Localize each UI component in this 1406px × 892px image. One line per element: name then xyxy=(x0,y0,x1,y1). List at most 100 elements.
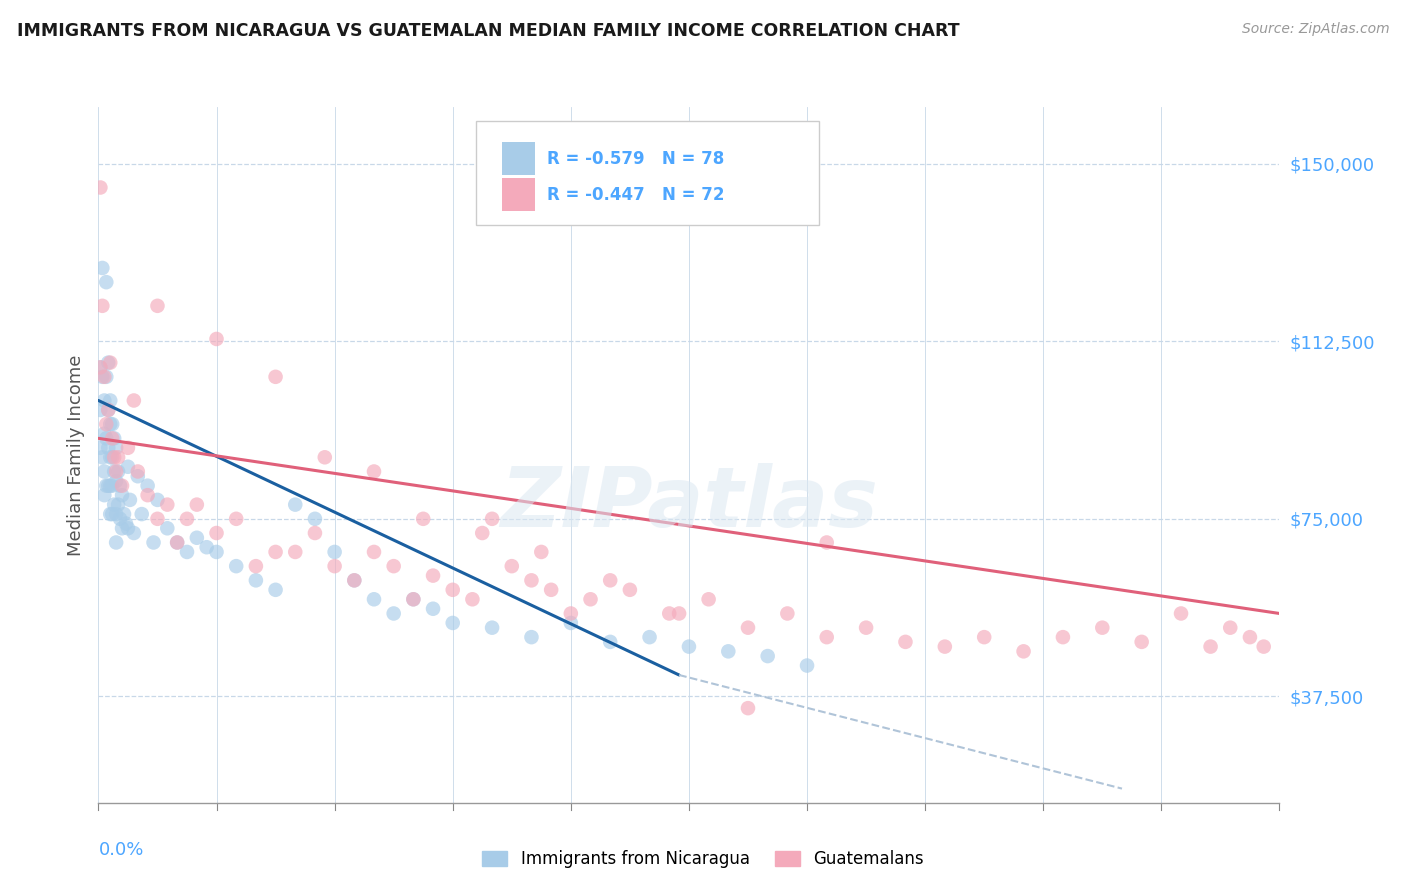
Point xyxy=(103,465,125,479)
Text: R = -0.579   N = 78: R = -0.579 N = 78 xyxy=(547,150,724,169)
Point xyxy=(815,535,838,549)
Point xyxy=(91,260,114,275)
Point xyxy=(520,574,543,588)
Point xyxy=(225,512,247,526)
Point xyxy=(98,356,121,370)
Text: ZIPatlas: ZIPatlas xyxy=(501,463,877,544)
Point xyxy=(934,640,956,654)
Point xyxy=(205,545,228,559)
Point xyxy=(103,431,125,445)
Text: 0.0%: 0.0% xyxy=(98,841,143,859)
Point xyxy=(115,516,138,531)
Point xyxy=(101,431,124,445)
Point xyxy=(284,498,307,512)
Point xyxy=(108,478,131,492)
Point xyxy=(796,658,818,673)
Point xyxy=(96,369,118,384)
Point xyxy=(245,574,267,588)
Point xyxy=(93,369,115,384)
Point xyxy=(264,369,287,384)
Point xyxy=(363,592,385,607)
Point xyxy=(96,431,118,445)
Point xyxy=(284,545,307,559)
Point xyxy=(815,630,838,644)
Point xyxy=(737,701,759,715)
Point xyxy=(1012,644,1035,658)
Point xyxy=(402,592,425,607)
Point xyxy=(136,478,159,492)
Point xyxy=(668,607,690,621)
Point xyxy=(441,615,464,630)
Point xyxy=(146,492,169,507)
Point xyxy=(579,592,602,607)
Point xyxy=(97,478,120,492)
Point xyxy=(146,299,169,313)
Point xyxy=(93,393,115,408)
Point xyxy=(93,488,115,502)
Point xyxy=(108,512,131,526)
Point xyxy=(1253,640,1275,654)
Point xyxy=(89,180,111,194)
Point xyxy=(560,615,582,630)
Point xyxy=(111,478,134,492)
Point xyxy=(107,465,129,479)
Point xyxy=(697,592,720,607)
Point xyxy=(103,498,125,512)
Point xyxy=(122,526,145,541)
Point xyxy=(103,450,125,465)
Point xyxy=(97,441,120,455)
Point xyxy=(402,592,425,607)
Point xyxy=(156,498,179,512)
Point xyxy=(105,507,128,521)
Point xyxy=(323,545,346,559)
Point xyxy=(1130,635,1153,649)
Point xyxy=(560,607,582,621)
Point xyxy=(638,630,661,644)
Point xyxy=(97,356,120,370)
Point xyxy=(481,512,503,526)
Point xyxy=(98,507,121,521)
Point xyxy=(89,360,111,375)
Point xyxy=(363,465,385,479)
Point xyxy=(96,417,118,432)
Point xyxy=(323,559,346,574)
Point xyxy=(422,601,444,615)
Point xyxy=(89,441,111,455)
Point xyxy=(112,507,135,521)
Point xyxy=(717,644,740,658)
Point xyxy=(471,526,494,541)
Legend: Immigrants from Nicaragua, Guatemalans: Immigrants from Nicaragua, Guatemalans xyxy=(475,844,931,875)
Point xyxy=(264,582,287,597)
Point xyxy=(105,474,128,488)
Point xyxy=(973,630,995,644)
Point xyxy=(678,640,700,654)
Point xyxy=(105,465,128,479)
Point xyxy=(314,450,336,465)
Point xyxy=(1239,630,1261,644)
Point xyxy=(264,545,287,559)
Point xyxy=(422,568,444,582)
Point xyxy=(101,450,124,465)
Point xyxy=(96,275,118,289)
Point xyxy=(107,450,129,465)
Point xyxy=(142,535,165,549)
Point xyxy=(89,360,111,375)
FancyBboxPatch shape xyxy=(502,178,536,211)
Point xyxy=(117,521,139,535)
Point xyxy=(101,478,124,492)
Point xyxy=(156,521,179,535)
Point xyxy=(176,545,198,559)
FancyBboxPatch shape xyxy=(477,121,818,226)
Point xyxy=(107,498,129,512)
Point xyxy=(91,369,114,384)
Point xyxy=(105,441,128,455)
Point xyxy=(756,649,779,664)
Point xyxy=(118,492,141,507)
Point xyxy=(1170,607,1192,621)
Point xyxy=(111,521,134,535)
Point xyxy=(186,498,208,512)
Point xyxy=(205,332,228,346)
Point xyxy=(111,488,134,502)
Point xyxy=(166,535,188,549)
Point xyxy=(89,403,111,417)
